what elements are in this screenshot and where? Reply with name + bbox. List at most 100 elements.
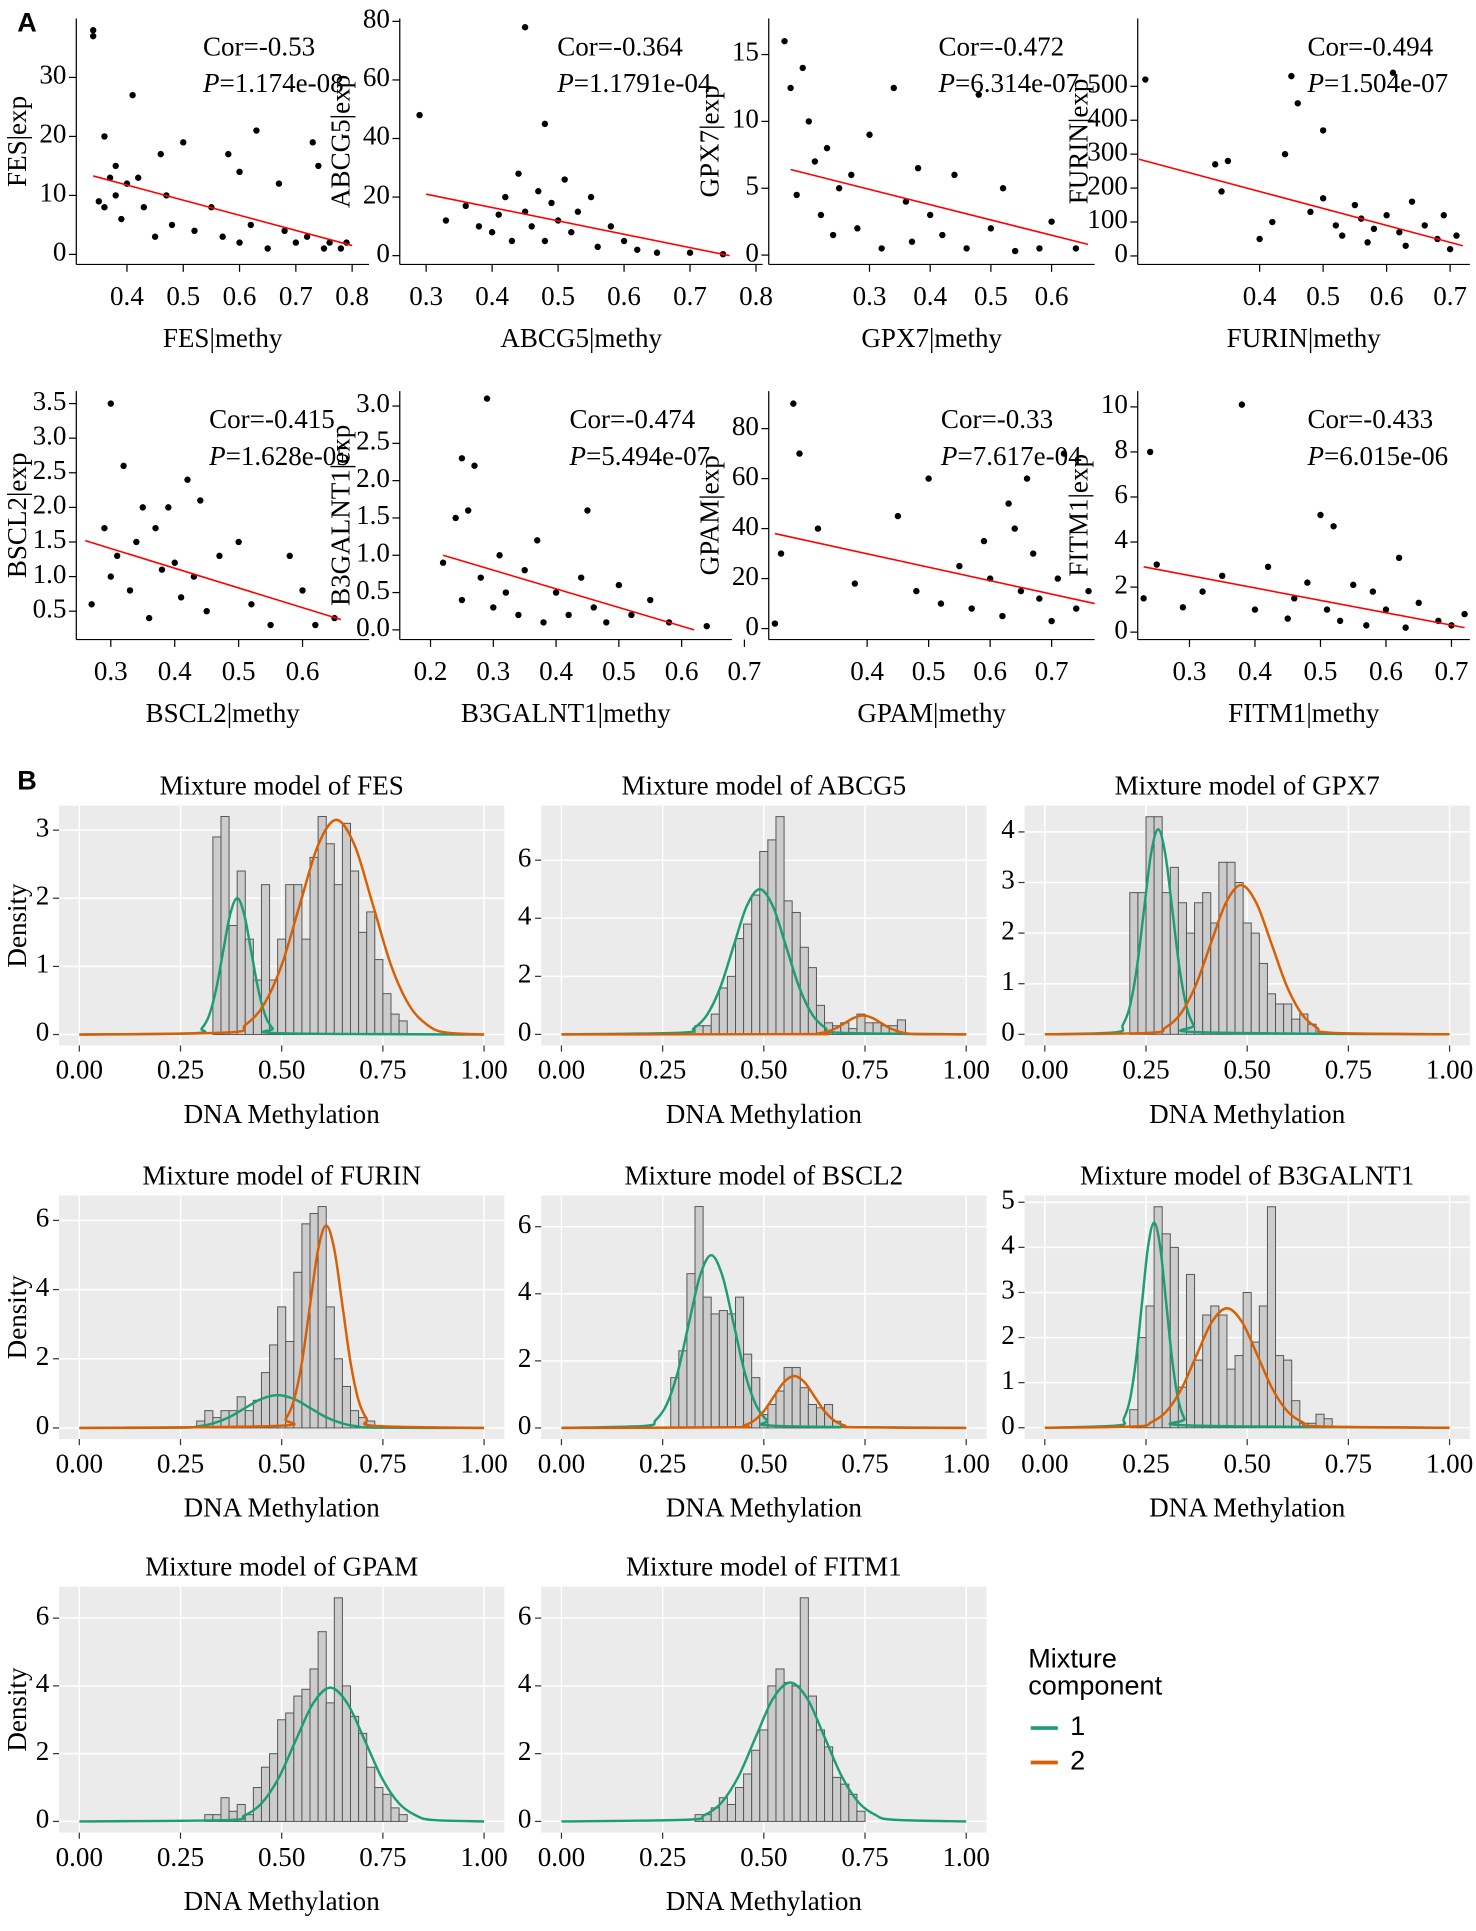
scatter-point (686, 249, 694, 256)
scatter-point (275, 180, 283, 187)
x-tick-label: 0.25 (1122, 1055, 1169, 1085)
scatter-point (235, 538, 242, 546)
y-tick-label: 10 (39, 178, 66, 208)
histogram-bar (1283, 1359, 1293, 1429)
x-tick-label: 0.75 (841, 1055, 888, 1085)
x-axis-label: GPAM|methy (857, 698, 1006, 728)
histogram-bar (694, 1206, 704, 1429)
y-axis-label: GPX7|exp (694, 85, 724, 197)
y-tick-label: 1 (1001, 966, 1015, 996)
histogram-bar (1258, 962, 1268, 1035)
scatter-point (151, 233, 159, 240)
y-tick-label: 2.5 (33, 455, 67, 485)
annotation: P=6.314e-07 (937, 68, 1079, 98)
x-tick-label: 0.6 (1035, 281, 1069, 311)
scatter-point (1218, 188, 1225, 195)
scatter-point (416, 111, 423, 119)
annotation-symbol: P (1306, 441, 1324, 471)
scatter-point (913, 587, 920, 595)
x-tick-label: 0.6 (1369, 656, 1403, 686)
scatter-point (1408, 198, 1416, 205)
histogram-bar (1194, 1359, 1204, 1429)
x-tick-label: 0.50 (258, 1842, 305, 1872)
scatter-point (1332, 222, 1340, 229)
x-tick-label: 0.7 (1433, 281, 1467, 311)
scatter-point (647, 596, 654, 604)
x-tick-label: 0.5 (222, 656, 256, 686)
histogram-bar (799, 1387, 809, 1429)
scatter-point (894, 512, 902, 520)
x-tick-label: 0.00 (538, 1448, 585, 1478)
fit-line (425, 193, 730, 257)
scatter-point (939, 231, 946, 239)
scatter-point (320, 245, 328, 252)
scatter-point (854, 225, 861, 232)
x-tick-label: 0.7 (1035, 656, 1069, 686)
histogram-bar (309, 1668, 319, 1822)
y-tick-label: 15 (732, 37, 759, 67)
x-tick-label: 0.6 (665, 656, 699, 686)
scatter-point (603, 619, 610, 626)
scatter-point (534, 537, 541, 544)
x-tick-label: 0.25 (157, 1448, 204, 1478)
chart-title: Mixture model of GPAM (145, 1552, 418, 1582)
scatter-point (561, 176, 568, 183)
chart-title: Mixture model of B3GALNT1 (1080, 1160, 1414, 1190)
y-tick-label: 80 (363, 4, 390, 34)
histogram-bar (1275, 1355, 1285, 1429)
scatter-point (908, 238, 916, 245)
scatter-point (925, 475, 932, 482)
y-tick-label: 2 (1114, 569, 1128, 599)
x-tick-label: 0.5 (1306, 281, 1340, 311)
histogram-bar (767, 839, 777, 1035)
scatter-point (568, 229, 575, 236)
scatter-point (171, 559, 178, 566)
x-tick-label: 0.5 (974, 281, 1008, 311)
scatter-point (811, 158, 819, 165)
scatter-point (180, 139, 187, 146)
histogram-bar (366, 1766, 376, 1822)
scatter-point (496, 552, 503, 559)
x-tick-label: 0.25 (157, 1055, 204, 1085)
histogram-bar (325, 1702, 335, 1822)
scatter-point (848, 171, 855, 179)
annotation: P=6.015e-06 (1306, 441, 1448, 471)
scatter-point (1146, 448, 1154, 456)
histogram-bar (350, 870, 360, 1036)
histogram-bar (751, 894, 761, 1035)
chart-title: Mixture model of FURIN (142, 1160, 421, 1190)
histogram-bar (783, 900, 793, 1035)
scatter-point (1036, 245, 1043, 252)
x-tick-label: 0.75 (359, 1055, 406, 1085)
scatter-point (771, 620, 779, 627)
scatter-point (878, 245, 885, 252)
histogram-bar (366, 911, 376, 1036)
scatter-point (1264, 563, 1272, 571)
scatter-point (1284, 615, 1291, 622)
scatter-point (203, 607, 210, 615)
x-tick-label: 0.4 (1243, 281, 1277, 311)
histogram-bar (374, 1787, 384, 1822)
annotation: P=1.174e-08 (202, 68, 344, 98)
scatter-point (956, 562, 963, 570)
y-tick-label: 0 (36, 1017, 50, 1047)
scatter-point (1338, 232, 1346, 239)
x-tick-label: 0.2 (414, 656, 448, 686)
y-tick-label: 20 (363, 179, 390, 209)
scatter-point (315, 162, 322, 170)
fit-line (442, 554, 695, 631)
scatter-point (607, 223, 615, 230)
scatter-point (975, 91, 982, 98)
x-tick-label: 0.3 (94, 656, 128, 686)
y-tick-label: 20 (39, 119, 66, 149)
x-tick-label: 0.8 (335, 281, 369, 311)
scatter-point (253, 127, 260, 134)
x-tick-label: 0.50 (258, 1055, 305, 1085)
x-tick-label: 0.7 (673, 281, 707, 311)
y-tick-label: 3 (1001, 1275, 1015, 1305)
histogram-bar (1129, 1409, 1139, 1429)
scatter-point (1421, 222, 1428, 229)
histogram-bar (735, 938, 745, 1035)
y-tick-label: 100 (1087, 204, 1128, 234)
histogram-bar (1161, 892, 1171, 1035)
